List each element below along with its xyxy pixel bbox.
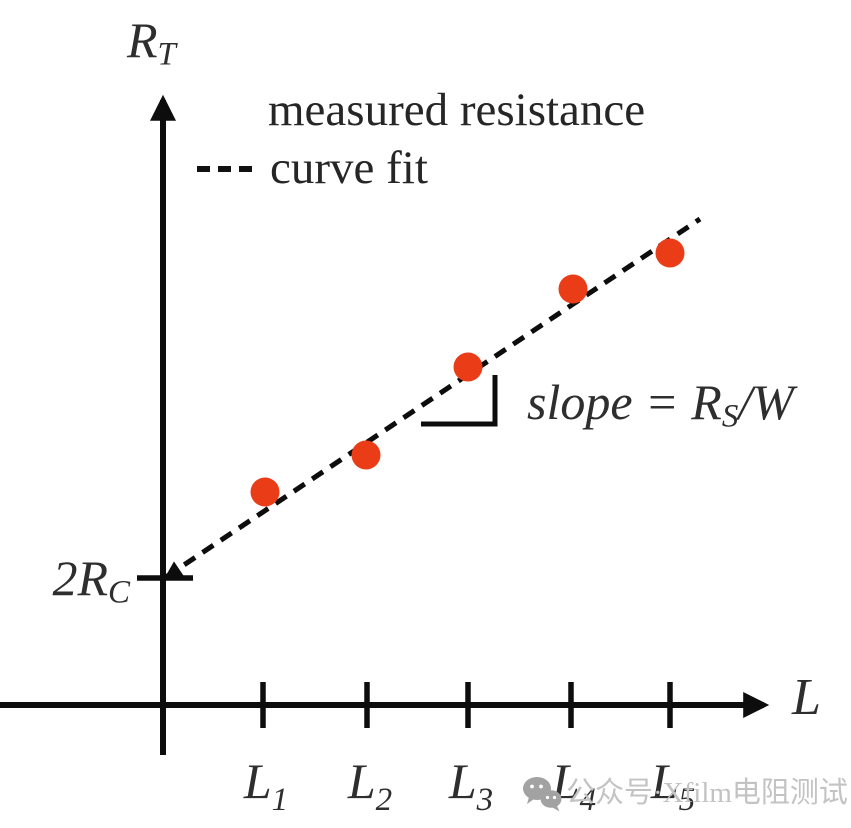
x-tick-label: L2 <box>347 753 392 818</box>
y-axis-title-sub: T <box>157 36 176 73</box>
watermark: 公众号·Xfilm电阻测试 <box>521 774 848 814</box>
x-tick-label: L3 <box>448 753 493 818</box>
x-axis-title: L <box>792 672 821 724</box>
legend-dot-marker <box>212 97 242 128</box>
intercept-label: 2RC <box>30 553 130 609</box>
x-tick-label: L1 <box>243 753 288 818</box>
legend-label-measured-resistance: measured resistance <box>268 84 646 136</box>
watermark-text: 公众号·Xfilm电阻测试 <box>566 777 848 810</box>
slope-angle-marker <box>421 375 498 427</box>
wechat-icon <box>523 777 562 812</box>
y-axis-title-main: R <box>127 12 158 68</box>
slope-annotation-pre: slope = R <box>527 374 722 430</box>
legend-label-curve-fit: curve fit <box>270 142 428 194</box>
intercept-label-sub: C <box>107 574 130 611</box>
slope-annotation: slope = RS/W <box>527 377 794 433</box>
data-point <box>453 352 483 382</box>
data-point <box>558 274 588 304</box>
x-tick-label: L5 <box>650 753 695 818</box>
slope-annotation-sub: S <box>721 398 739 435</box>
slope-annotation-post: /W <box>738 374 794 430</box>
x-axis-title-main: L <box>792 669 821 726</box>
y-axis-title: RT <box>127 15 176 71</box>
intercept-label-main: 2R <box>52 550 108 606</box>
data-point <box>250 477 280 507</box>
data-point <box>655 238 685 268</box>
legend-dash-marker <box>197 166 252 172</box>
curve-fit-line <box>164 216 702 580</box>
data-point <box>351 440 381 470</box>
